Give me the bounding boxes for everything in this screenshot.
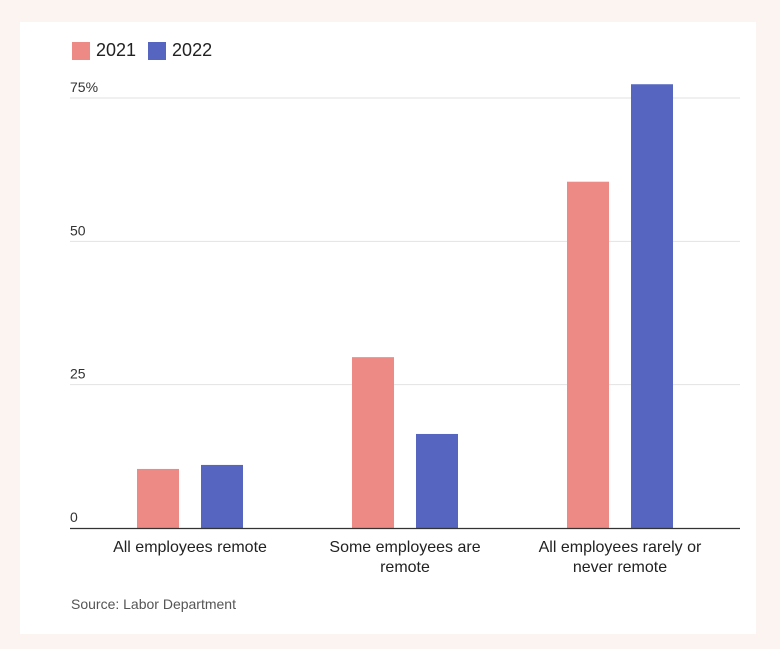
chart-card: 2021 2022 0 25 50 75% All employees remote So… (20, 22, 756, 634)
x-category-label: All employees remote (113, 539, 267, 556)
legend-swatch-2021 (72, 41, 90, 60)
bar-2022-0 (201, 464, 243, 528)
legend-item-2021: 2021 (72, 40, 136, 61)
legend-label-2021: 2021 (96, 40, 137, 60)
y-tick-label: 0 (70, 509, 78, 525)
x-category-label: Some employees are remote (329, 539, 480, 576)
source-note: Source: Labor Department (71, 596, 236, 612)
legend-label-2022: 2022 (172, 40, 213, 60)
bar-chart: 0 25 50 75% All employees remote Some employe… (70, 79, 740, 576)
y-tick-label: 50 (70, 222, 86, 238)
y-tick-label: 75% (70, 79, 98, 95)
chart-legend: 2021 2022 (72, 40, 224, 61)
legend-swatch-2022 (148, 41, 167, 60)
x-category-label-line: remote (380, 559, 430, 576)
x-category-label-line: Some employees are (329, 539, 480, 556)
bar-2021-2 (567, 181, 609, 528)
bar-2022-2 (631, 84, 673, 529)
x-category-label-line: All employees rarely or (539, 539, 702, 556)
legend-item-2022: 2022 (148, 40, 212, 61)
x-category-label-line: never remote (573, 559, 667, 576)
bar-2022-1 (416, 433, 458, 528)
x-category-label-line: All employees remote (113, 539, 267, 556)
x-category-label: All employees rarely or never remote (539, 539, 702, 576)
bar-2021-1 (352, 357, 394, 528)
bar-2021-0 (137, 468, 179, 528)
y-tick-label: 25 (70, 366, 86, 382)
